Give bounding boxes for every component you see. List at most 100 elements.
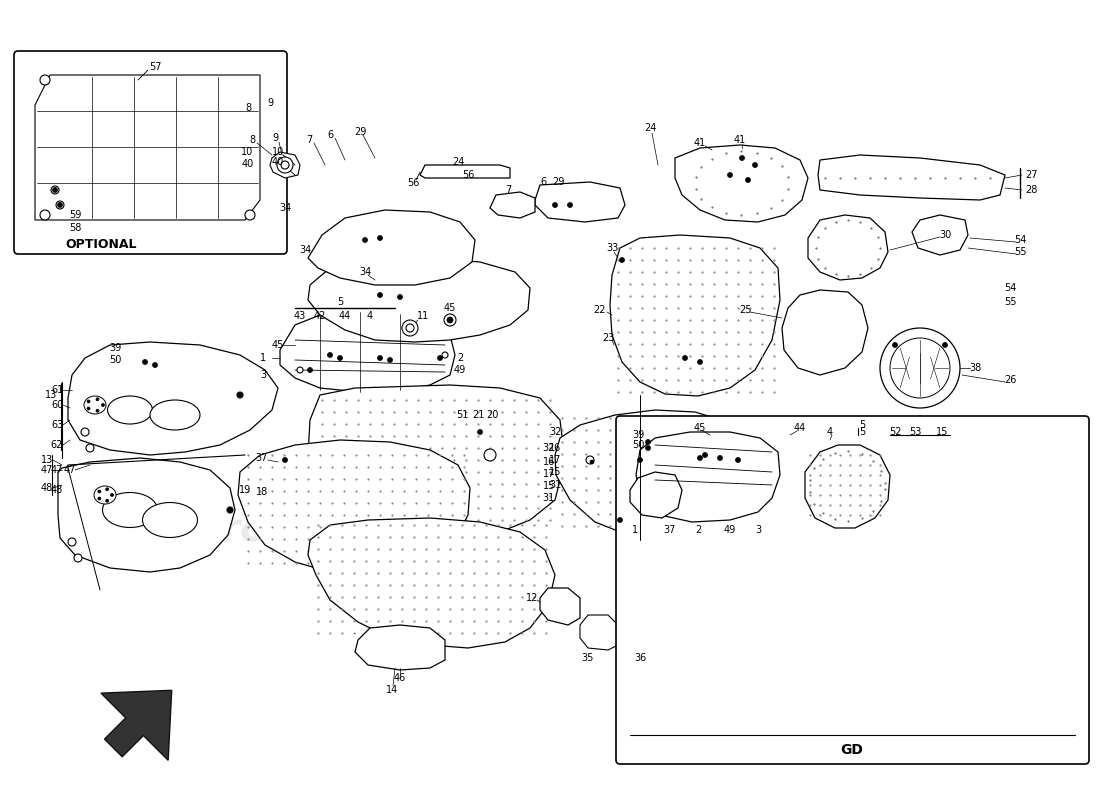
Polygon shape xyxy=(490,192,535,218)
FancyBboxPatch shape xyxy=(616,416,1089,764)
Text: 28: 28 xyxy=(1025,185,1037,195)
Circle shape xyxy=(484,449,496,461)
Circle shape xyxy=(727,173,733,178)
Text: 49: 49 xyxy=(454,365,466,375)
Circle shape xyxy=(444,314,456,326)
Polygon shape xyxy=(308,518,556,648)
Polygon shape xyxy=(270,152,300,178)
Circle shape xyxy=(40,75,49,85)
Text: 21: 21 xyxy=(472,410,484,420)
Circle shape xyxy=(98,490,101,493)
Polygon shape xyxy=(805,445,890,528)
Text: 58: 58 xyxy=(69,223,81,233)
Text: 8: 8 xyxy=(245,103,251,113)
Text: 57: 57 xyxy=(148,62,162,72)
Text: 40: 40 xyxy=(242,159,254,169)
Circle shape xyxy=(377,355,383,361)
Text: 17: 17 xyxy=(549,455,561,465)
Text: 26: 26 xyxy=(1004,375,1016,385)
Circle shape xyxy=(717,455,723,461)
Text: 46: 46 xyxy=(394,673,406,683)
Polygon shape xyxy=(636,432,780,522)
Text: eurospares: eurospares xyxy=(167,511,412,549)
Polygon shape xyxy=(308,385,565,538)
Text: 22: 22 xyxy=(594,305,606,315)
Polygon shape xyxy=(818,155,1005,200)
Text: 9: 9 xyxy=(267,98,273,108)
Text: 40: 40 xyxy=(272,157,284,167)
Text: 36: 36 xyxy=(634,653,646,663)
Text: 56: 56 xyxy=(407,178,419,188)
Polygon shape xyxy=(610,235,780,396)
Circle shape xyxy=(397,294,403,299)
Text: 16: 16 xyxy=(542,457,556,467)
Text: 43: 43 xyxy=(294,311,306,321)
Circle shape xyxy=(892,342,898,347)
Circle shape xyxy=(568,202,572,207)
Polygon shape xyxy=(420,165,510,178)
Text: 34: 34 xyxy=(359,267,371,277)
Polygon shape xyxy=(808,215,888,280)
Circle shape xyxy=(552,202,558,207)
Text: 4: 4 xyxy=(367,311,373,321)
Text: 5: 5 xyxy=(859,427,865,437)
Ellipse shape xyxy=(108,396,153,424)
Circle shape xyxy=(697,359,703,365)
Circle shape xyxy=(477,430,483,434)
Circle shape xyxy=(617,518,623,522)
Text: 62: 62 xyxy=(51,440,63,450)
Polygon shape xyxy=(355,625,446,670)
Text: 44: 44 xyxy=(794,423,806,433)
Text: 30: 30 xyxy=(939,230,952,240)
Circle shape xyxy=(87,400,90,403)
Circle shape xyxy=(447,317,453,323)
Text: 6: 6 xyxy=(327,130,333,140)
Text: 61: 61 xyxy=(51,385,63,395)
Text: 24: 24 xyxy=(644,123,657,133)
Text: 12: 12 xyxy=(526,593,538,603)
Text: 55: 55 xyxy=(1003,297,1016,307)
Text: 32: 32 xyxy=(542,443,556,453)
Text: 52: 52 xyxy=(889,427,901,437)
Text: OPTIONAL: OPTIONAL xyxy=(65,238,136,251)
Polygon shape xyxy=(630,472,682,518)
Text: 53: 53 xyxy=(909,427,921,437)
Circle shape xyxy=(236,392,243,398)
Text: 24: 24 xyxy=(452,157,464,167)
Circle shape xyxy=(363,238,367,242)
Ellipse shape xyxy=(102,493,157,527)
Text: 8: 8 xyxy=(249,135,255,145)
FancyBboxPatch shape xyxy=(14,51,287,254)
Text: eurospares: eurospares xyxy=(692,471,868,499)
Text: 45: 45 xyxy=(272,340,284,350)
Circle shape xyxy=(586,456,594,464)
Polygon shape xyxy=(101,690,172,760)
Polygon shape xyxy=(540,588,580,625)
Polygon shape xyxy=(782,290,868,375)
Text: 31: 31 xyxy=(542,493,556,503)
Text: 14: 14 xyxy=(386,685,398,695)
Text: 39: 39 xyxy=(631,430,645,440)
Circle shape xyxy=(739,155,745,161)
Polygon shape xyxy=(556,410,752,538)
Text: 39: 39 xyxy=(109,343,121,353)
Circle shape xyxy=(280,161,289,169)
Circle shape xyxy=(682,355,688,361)
Circle shape xyxy=(143,359,147,365)
Text: 1: 1 xyxy=(260,353,266,363)
Text: 55: 55 xyxy=(1014,247,1026,257)
Circle shape xyxy=(96,410,99,412)
Polygon shape xyxy=(675,145,808,222)
Text: 33: 33 xyxy=(606,243,618,253)
Text: 48: 48 xyxy=(41,483,53,493)
Text: 29: 29 xyxy=(354,127,366,137)
Text: 59: 59 xyxy=(69,210,81,220)
Text: 7: 7 xyxy=(505,185,512,195)
Circle shape xyxy=(81,428,89,436)
Text: 41: 41 xyxy=(734,135,746,145)
Text: 38: 38 xyxy=(969,363,981,373)
Text: 54: 54 xyxy=(1004,283,1016,293)
Circle shape xyxy=(943,342,947,347)
Text: 37: 37 xyxy=(663,525,676,535)
Circle shape xyxy=(590,460,594,464)
